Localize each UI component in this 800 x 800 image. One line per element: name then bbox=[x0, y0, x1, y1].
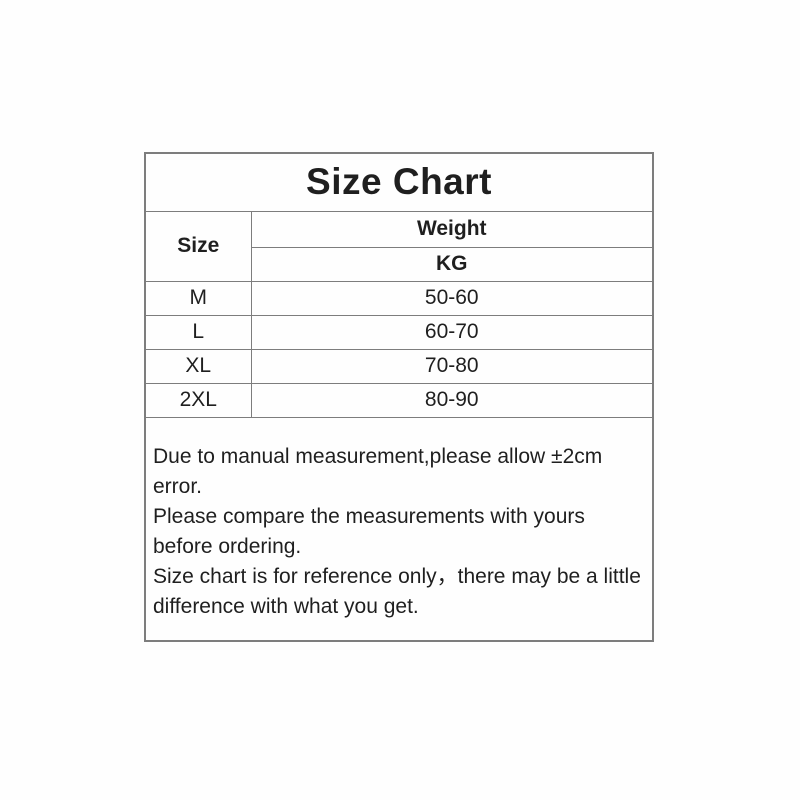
size-cell: L bbox=[144, 314, 252, 350]
weight-cell: 70-80 bbox=[250, 348, 654, 384]
note-line: Please compare the measurements with you… bbox=[153, 504, 585, 558]
title-row: Size Chart bbox=[144, 152, 654, 212]
table-row: XL 70-80 bbox=[144, 348, 654, 384]
header-row-weight: Size Weight bbox=[144, 210, 654, 282]
note-line: Size chart is for reference only，there m… bbox=[153, 564, 641, 618]
table-row: M 50-60 bbox=[144, 280, 654, 316]
weight-cell: 50-60 bbox=[250, 280, 654, 316]
header-size: Size bbox=[144, 210, 252, 282]
table-title: Size Chart bbox=[144, 152, 654, 212]
weight-cell: 60-70 bbox=[250, 314, 654, 350]
size-chart-table: Size Chart Size Weight KG M 50-60 L 60-7… bbox=[144, 152, 654, 642]
note-line: Due to manual measurement,please allow ±… bbox=[153, 444, 603, 498]
notes-cell: Due to manual measurement,please allow ±… bbox=[144, 416, 654, 642]
weight-cell: 80-90 bbox=[250, 382, 654, 418]
table-row: L 60-70 bbox=[144, 314, 654, 350]
header-row-unit: KG bbox=[145, 246, 654, 282]
header-unit-kg: KG bbox=[250, 246, 654, 282]
size-cell: M bbox=[144, 280, 252, 316]
table-row: 2XL 80-90 bbox=[144, 382, 654, 418]
size-cell: XL bbox=[144, 348, 252, 384]
header-weight: Weight bbox=[250, 210, 654, 248]
notes-row: Due to manual measurement,please allow ±… bbox=[144, 416, 654, 642]
size-cell: 2XL bbox=[144, 382, 252, 418]
